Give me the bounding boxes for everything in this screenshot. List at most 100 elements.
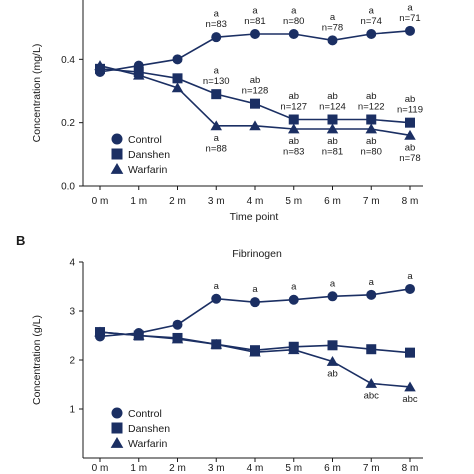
- legend-label-warfarin: Warfarin: [128, 164, 167, 176]
- annotation-label: a: [330, 12, 336, 23]
- annotation-label: ab: [327, 136, 338, 147]
- legend-marker-control: [111, 407, 123, 419]
- x-tick-label: 7 m: [363, 196, 380, 207]
- legend-marker-danshen: [111, 422, 123, 434]
- data-point-danshen: [327, 340, 338, 351]
- data-point-warfarin: [171, 333, 184, 344]
- annotation-label: a: [369, 6, 375, 17]
- annotation-label: ab: [366, 91, 377, 102]
- data-point-control: [327, 291, 338, 302]
- annotation-label: n=81: [322, 147, 343, 158]
- data-point-warfarin: [326, 355, 339, 366]
- x-tick-label: 8 m: [402, 463, 419, 474]
- legend-label-danshen: Danshen: [128, 423, 170, 435]
- annotation-label: n=71: [399, 13, 420, 24]
- data-point-danshen: [405, 117, 415, 128]
- data-point-control: [405, 283, 415, 294]
- data-point-danshen: [172, 73, 183, 84]
- annotation-label: a: [214, 9, 220, 20]
- annotation-label: a: [214, 281, 220, 292]
- annotation-label: abc: [364, 391, 380, 402]
- data-point-warfarin: [133, 330, 145, 340]
- data-point-warfarin: [94, 326, 106, 337]
- x-tick-label: 4 m: [247, 463, 264, 474]
- annotation-label: a: [369, 277, 375, 288]
- annotation-label: n=124: [319, 102, 346, 113]
- x-axis-title: Time point: [230, 211, 279, 223]
- data-point-danshen: [288, 114, 299, 125]
- x-tick-label: 2 m: [169, 463, 186, 474]
- x-tick-label: 0 m: [92, 463, 109, 474]
- annotation-label: a: [407, 2, 413, 13]
- legend-marker-warfarin: [110, 436, 124, 448]
- data-point-danshen: [366, 114, 377, 125]
- annotation-label: a: [291, 6, 297, 17]
- data-point-danshen: [250, 98, 260, 109]
- panel-label: B: [16, 233, 25, 248]
- annotation-label: a: [214, 66, 220, 77]
- annotation-label: n=74: [361, 16, 382, 27]
- annotation-label: a: [252, 284, 258, 295]
- y-tick-label: 4: [69, 258, 75, 269]
- annotation-label: n=128: [242, 86, 269, 97]
- annotation-label: n=88: [206, 143, 227, 154]
- y-tick-label: 0.0: [61, 182, 75, 193]
- annotation-label: a: [407, 271, 413, 282]
- x-tick-label: 3 m: [208, 196, 225, 207]
- annotation-label: n=78: [399, 153, 420, 164]
- data-point-danshen: [327, 114, 338, 125]
- legend-marker-danshen: [111, 148, 123, 160]
- data-point-danshen: [366, 344, 377, 355]
- series-line-warfarin: [99, 331, 411, 388]
- annotation-label: n=80: [361, 147, 382, 158]
- data-point-control: [211, 32, 222, 43]
- data-point-control: [288, 29, 299, 39]
- annotation-label: n=78: [322, 22, 343, 33]
- x-tick-label: 4 m: [247, 196, 264, 207]
- data-point-warfarin: [249, 346, 261, 357]
- annotation-label: n=83: [283, 147, 304, 158]
- data-point-control: [327, 35, 338, 46]
- annotation-label: a: [291, 282, 297, 293]
- legend-marker-warfarin: [110, 162, 124, 174]
- y-axis-title: Concentration (g/L): [31, 315, 43, 405]
- annotation-label: ab: [366, 136, 377, 147]
- data-point-warfarin: [210, 338, 222, 349]
- annotation-label: n=127: [280, 102, 307, 113]
- annotation-label: ab: [327, 368, 338, 379]
- y-tick-label: 3: [69, 307, 75, 318]
- x-tick-label: 1 m: [130, 463, 147, 474]
- data-point-control: [366, 29, 377, 39]
- data-point-warfarin: [171, 82, 184, 93]
- legend-label-control: Control: [128, 134, 162, 146]
- legend-label-control: Control: [128, 408, 162, 420]
- data-point-control: [211, 293, 222, 304]
- data-point-warfarin: [210, 120, 222, 131]
- annotation-label: n=81: [244, 16, 265, 27]
- x-tick-label: 3 m: [208, 463, 225, 474]
- annotation-label: ab: [288, 91, 299, 102]
- data-point-control: [250, 297, 260, 308]
- x-tick-label: 8 m: [402, 196, 419, 207]
- data-point-control: [172, 54, 183, 65]
- annotation-label: ab: [405, 142, 416, 153]
- annotation-label: ab: [405, 94, 416, 105]
- annotation-label: n=83: [206, 19, 227, 30]
- x-tick-label: 5 m: [285, 463, 302, 474]
- y-tick-label: 0.2: [61, 118, 75, 129]
- annotation-label: n=122: [358, 102, 385, 113]
- series-line-control: [99, 288, 411, 338]
- legend-marker-control: [111, 133, 123, 145]
- x-tick-label: 1 m: [130, 196, 147, 207]
- x-tick-label: 5 m: [285, 196, 302, 207]
- annotation-label: ab: [288, 136, 299, 147]
- data-point-warfarin: [365, 378, 377, 388]
- data-point-control: [172, 319, 183, 330]
- data-point-danshen: [405, 347, 415, 358]
- legend-label-warfarin: Warfarin: [128, 438, 167, 450]
- data-point-warfarin: [365, 123, 377, 134]
- data-point-warfarin: [288, 344, 300, 355]
- x-tick-label: 2 m: [169, 196, 186, 207]
- data-point-control: [250, 29, 260, 39]
